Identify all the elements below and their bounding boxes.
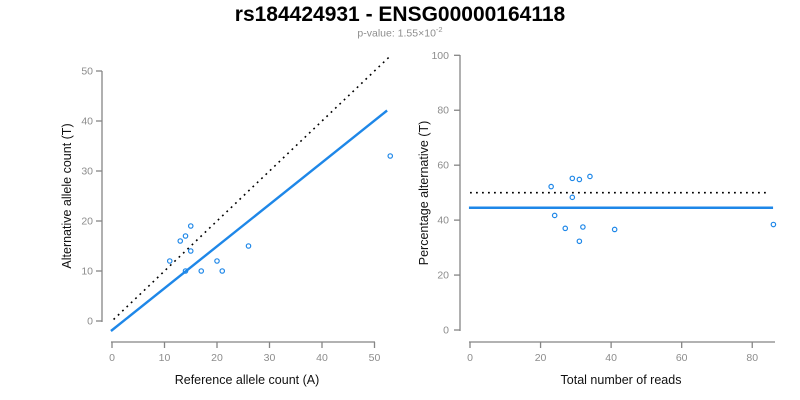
left-y-tick-label: 50 <box>81 66 93 78</box>
left-y-tick-label: 10 <box>81 266 93 278</box>
right-data-point <box>551 212 558 219</box>
right-y-tick-label: 40 <box>437 215 449 227</box>
right-y-axis-title: Percentage alternative (T) <box>417 120 431 266</box>
left-x-tick-label: 20 <box>211 352 223 364</box>
left-data-point <box>387 153 394 159</box>
right-data-point <box>562 225 569 232</box>
left-y-axis-title: Alternative allele count (T) <box>60 123 74 269</box>
figure-subtitle: p-value: 1.55×10-2 <box>0 25 800 40</box>
right-x-tick-label: 0 <box>467 352 473 364</box>
right-data-point <box>569 175 576 182</box>
left-y-tick-label: 0 <box>87 316 93 328</box>
left-x-tick-label: 10 <box>159 352 171 364</box>
left-y-tick-label: 20 <box>81 216 93 228</box>
left-x-axis-title: Reference allele count (A) <box>174 373 320 387</box>
right-data-point <box>580 224 586 230</box>
left-x-tick-label: 40 <box>316 352 328 364</box>
left-y-tick-label: 30 <box>81 166 93 178</box>
right-data-point <box>548 183 554 190</box>
left-data-point <box>182 268 189 274</box>
right-y-tick-label: 100 <box>431 50 449 62</box>
right-x-tick-label: 40 <box>605 352 617 364</box>
right-x-tick-label: 20 <box>535 352 547 364</box>
right-x-tick-label: 80 <box>746 352 758 364</box>
figure-title: rs184424931 - ENSG00000164118 <box>234 3 566 26</box>
left-data-point <box>182 233 189 239</box>
left-data-point <box>187 223 194 229</box>
right-x-axis-title: Total number of reads <box>560 373 682 387</box>
right-data-point <box>569 194 576 201</box>
right-data-point <box>587 173 593 180</box>
left-data-point <box>198 268 205 274</box>
fit-line <box>110 109 388 332</box>
p-value-exponent: -2 <box>435 25 443 34</box>
right-data-point <box>611 226 618 233</box>
p-value-text: p-value: 1.55×10 <box>357 27 436 40</box>
right-y-tick-label: 60 <box>437 160 449 172</box>
right-data-point <box>576 238 583 245</box>
left-data-point <box>166 258 173 264</box>
left-x-tick-label: 50 <box>369 352 381 364</box>
left-x-tick-label: 30 <box>264 352 276 364</box>
right-y-tick-label: 80 <box>437 105 449 117</box>
left-data-point <box>187 248 194 254</box>
left-x-tick-label: 0 <box>109 352 115 364</box>
left-data-point <box>214 258 220 264</box>
right-data-point <box>576 176 583 183</box>
right-x-tick-label: 60 <box>676 352 688 364</box>
left-data-point <box>177 238 184 244</box>
right-y-tick-label: 0 <box>443 325 449 337</box>
left-y-tick-label: 40 <box>81 116 93 128</box>
left-data-point <box>219 268 226 274</box>
right-data-point <box>770 221 777 228</box>
identity-line <box>113 55 391 321</box>
right-y-tick-label: 20 <box>437 270 449 282</box>
left-data-point <box>245 243 252 249</box>
